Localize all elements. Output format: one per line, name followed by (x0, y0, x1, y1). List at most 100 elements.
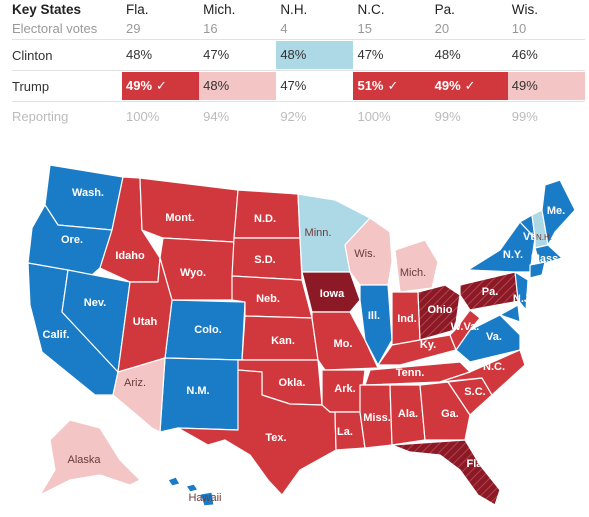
label-nd: N.D. (254, 213, 276, 225)
state-me[interactable] (541, 179, 576, 246)
state-wi[interactable] (344, 217, 393, 286)
clinton-value: 48% (122, 39, 200, 71)
label-ar: Ark. (334, 383, 355, 395)
state-header-pa: Pa. (434, 2, 455, 17)
reporting-value: 99% (511, 108, 538, 124)
trump-value-leading: 48% (199, 70, 277, 102)
label-ca: Calif. (43, 329, 70, 341)
label-ga: Ga. (441, 408, 459, 420)
electoral-votes-value: 29 (122, 17, 200, 40)
label-wi: Wis. (354, 248, 375, 260)
label-ny: N.Y. (503, 249, 523, 261)
clinton-value: 46% (507, 39, 585, 71)
label-nj: N.J. (513, 293, 533, 305)
clinton-row: Clinton 48% 47% 48% 47% 48% 46% (12, 39, 585, 71)
label-me: Me. (547, 205, 565, 217)
reporting-row: Reporting 100% 94% 92% 100% 99% 99% (12, 102, 585, 131)
state-or[interactable] (27, 204, 113, 276)
reporting-value: 92% (280, 108, 307, 124)
state-ia[interactable] (301, 271, 361, 313)
label-ne: Neb. (256, 293, 280, 305)
label-mt: Mont. (165, 212, 194, 224)
label-il: Ill. (368, 310, 380, 322)
label-oh: Ohio (427, 304, 452, 316)
reporting-value: 99% (434, 108, 461, 124)
state-oh[interactable] (417, 284, 461, 341)
state-md[interactable] (479, 304, 521, 323)
electoral-votes-value: 10 (507, 17, 585, 40)
label-sc: S.C. (464, 386, 485, 398)
label-ia: Iowa (320, 288, 345, 300)
state-nj[interactable] (514, 271, 529, 311)
state-ny[interactable] (467, 221, 536, 273)
label-nc: N.C. (483, 361, 505, 373)
check-icon: ✓ (387, 78, 399, 93)
state-hi[interactable] (167, 476, 215, 507)
table-header-row: Key States Fla. Mich. N.H. N.C. Pa. Wis. (12, 0, 585, 17)
electoral-votes-label: Electoral votes (12, 17, 122, 40)
state-nc[interactable] (439, 349, 526, 396)
label-la: La. (337, 426, 353, 438)
label-nv: Nev. (84, 297, 106, 309)
label-pa: Pa. (482, 286, 499, 298)
electoral-votes-row: Electoral votes 29 16 4 15 20 10 (12, 17, 585, 40)
label-wv: W.Va. (451, 321, 480, 333)
state-header-fla: Fla. (126, 2, 149, 17)
check-icon: ✓ (464, 78, 476, 93)
clinton-value: 48% (430, 39, 508, 71)
state-header-wis: Wis. (511, 2, 539, 17)
electoral-votes-value: 20 (430, 17, 508, 40)
label-fl: Fla. (467, 458, 486, 470)
label-mi: Mich. (400, 267, 426, 279)
us-election-map: Wash. Ore. Calif. Nev. Idaho Mont. Wyo. … (27, 164, 576, 507)
label-tx: Tex. (265, 432, 286, 444)
label-nm: N.M. (186, 385, 209, 397)
label-mo: Mo. (334, 338, 353, 350)
label-sd: S.D. (254, 254, 275, 266)
reporting-value: 100% (126, 108, 160, 124)
label-al: Ala. (398, 408, 418, 420)
clinton-value: 47% (199, 39, 277, 71)
label-co: Colo. (194, 324, 222, 336)
label-in: Ind. (397, 313, 417, 325)
label-tn: Tenn. (396, 367, 425, 379)
state-ma[interactable] (534, 244, 563, 266)
state-fl[interactable] (391, 439, 501, 506)
clinton-value: 47% (353, 39, 431, 71)
electoral-votes-value: 4 (276, 17, 354, 40)
state-mi[interactable] (394, 239, 439, 293)
state-ms[interactable] (359, 384, 393, 449)
label-va: Va. (486, 331, 502, 343)
label-az: Ariz. (124, 377, 146, 389)
state-la[interactable] (329, 411, 366, 451)
label-wa: Wash. (72, 187, 104, 199)
state-mo[interactable] (311, 311, 379, 371)
label-mn: Minn. (305, 227, 332, 239)
label-hi: Hawaii (188, 492, 221, 504)
state-mt[interactable] (139, 177, 239, 243)
state-pa[interactable] (459, 271, 526, 311)
trump-label: Trump (12, 70, 122, 102)
key-states-heading: Key States (12, 2, 82, 17)
state-header-nc: N.C. (357, 2, 385, 17)
label-vt: Vt. (523, 231, 537, 243)
state-az[interactable] (112, 357, 166, 433)
trump-value-winner: 51% ✓ (353, 70, 431, 102)
electoral-votes-value: 16 (199, 17, 277, 40)
label-id: Idaho (115, 250, 145, 262)
label-or: Ore. (61, 234, 83, 246)
trump-value-winner: 49% ✓ (430, 70, 508, 102)
state-ct[interactable] (529, 261, 546, 279)
label-nh: N.H. (536, 233, 552, 242)
check-icon: ✓ (156, 78, 167, 93)
state-wy[interactable] (159, 237, 235, 301)
state-ak[interactable] (39, 419, 141, 496)
state-tx[interactable] (177, 369, 337, 496)
label-ak: Alaska (67, 454, 101, 466)
trump-row: Trump 49% ✓ 48% 47% 51% ✓ 49% ✓ 49% (12, 70, 585, 102)
label-ky: Ky. (420, 339, 436, 351)
reporting-label: Reporting (12, 108, 69, 124)
label-ma: Mass. (531, 253, 562, 265)
reporting-value: 94% (203, 108, 230, 124)
reporting-value: 100% (357, 108, 391, 124)
